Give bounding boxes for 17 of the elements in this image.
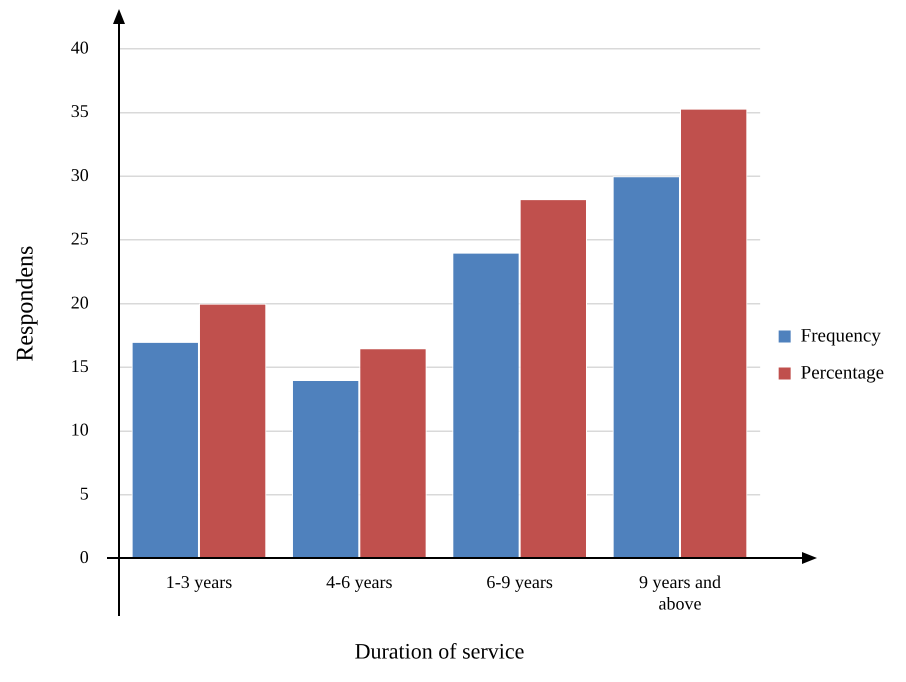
y-tick-label: 15	[70, 356, 89, 376]
legend-label: Percentage	[800, 362, 884, 384]
y-tick-label: 20	[70, 292, 89, 312]
y-tick-label: 10	[70, 420, 89, 440]
y-tick-label: 0	[80, 547, 89, 568]
x-tick-label: 1-3 years	[166, 572, 232, 592]
y-tick-label: 25	[70, 228, 89, 249]
x-tick-label: 6-9 years	[486, 572, 553, 592]
y-tick-label: 35	[70, 101, 89, 122]
y-tick-label: 30	[70, 164, 89, 185]
y-axis-title: Respondens	[12, 246, 39, 362]
y-tick-label: 5	[80, 483, 89, 504]
legend-label: Frequency	[800, 325, 882, 346]
x-tick-label: 9 years and above	[639, 572, 721, 614]
y-tick-label: 40	[70, 38, 89, 58]
x-tick-label: 4-6 years	[326, 572, 393, 592]
x-axis-title: Duration of service	[354, 638, 524, 664]
